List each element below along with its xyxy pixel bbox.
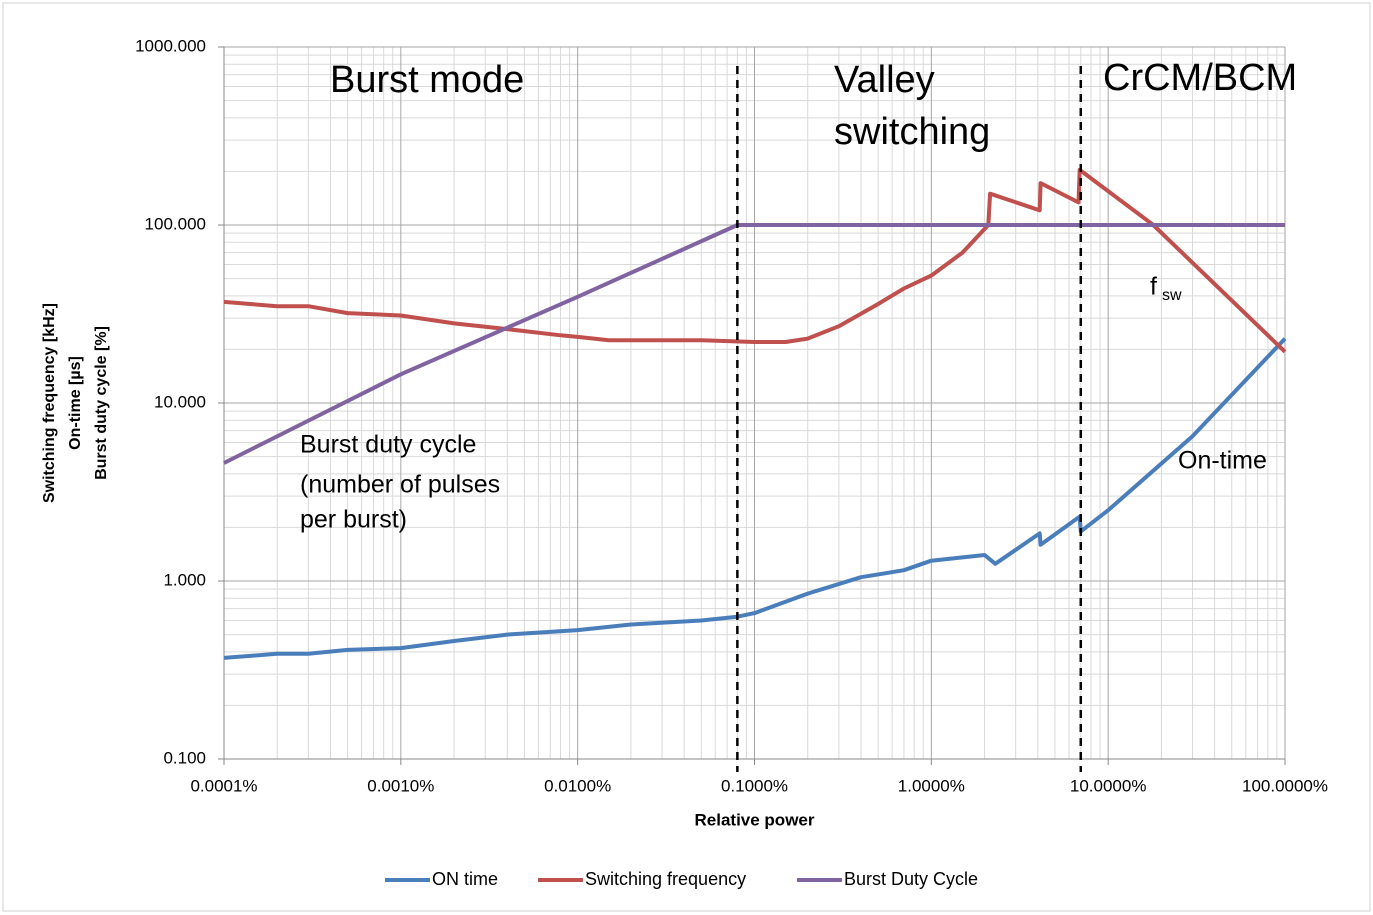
y-tick-label: 10.000: [154, 392, 206, 411]
y-tick-label: 1000.000: [135, 36, 206, 55]
x-axis-label: Relative power: [695, 810, 815, 829]
legend-label: Burst Duty Cycle: [844, 869, 978, 889]
legend-label: Switching frequency: [585, 869, 746, 889]
x-tick-label: 10.0000%: [1070, 776, 1147, 795]
y-tick-label: 1.000: [163, 570, 206, 589]
x-tick-label: 0.0001%: [190, 776, 257, 795]
annotation: Burst duty cycle: [300, 431, 476, 459]
y-axis-label: Switching frequency [kHz]: [41, 303, 58, 503]
line-series: [223, 223, 1285, 465]
y-axis-label: On-time [µs]: [67, 356, 84, 450]
y-tick-label: 100.000: [145, 214, 206, 233]
x-tick-label: 0.0010%: [367, 776, 434, 795]
line-series: [223, 167, 1287, 354]
x-tick-label: 0.1000%: [721, 776, 788, 795]
annotation: Burst mode: [330, 59, 524, 101]
annotation: f: [1150, 273, 1157, 301]
y-tick-label: 0.100: [163, 748, 206, 767]
x-tick-label: 1.0000%: [898, 776, 965, 795]
annotation: sw: [1162, 287, 1182, 304]
annotation: On-time: [1178, 447, 1267, 475]
annotation: Valley: [834, 59, 935, 101]
x-tick-label: 100.0000%: [1242, 776, 1328, 795]
x-tick-label: 0.0100%: [544, 776, 611, 795]
legend-label: ON time: [432, 869, 498, 889]
annotation: (number of pulses: [300, 471, 500, 499]
annotation: per burst): [300, 506, 407, 534]
annotation: switching: [834, 111, 990, 153]
annotation: CrCM/BCM: [1103, 57, 1297, 99]
y-axis-label: Burst duty cycle [%]: [93, 326, 110, 480]
